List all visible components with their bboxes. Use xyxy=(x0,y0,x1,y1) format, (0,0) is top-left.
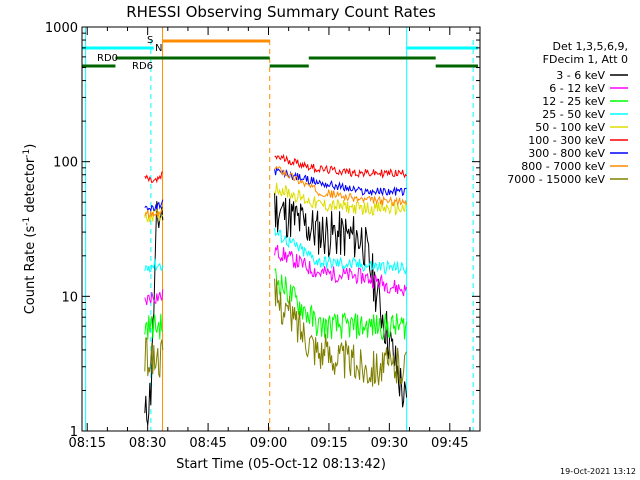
x-tick-label-4: 09:15 xyxy=(310,436,347,451)
flag-label-s: S xyxy=(147,35,153,46)
legend-label-3: 25 - 50 keV xyxy=(542,108,605,121)
series-2-s2-line xyxy=(274,268,408,341)
x-tick-label-2: 08:45 xyxy=(189,436,226,451)
series-6-s1-line xyxy=(144,199,164,213)
series-8-s1-line xyxy=(144,337,164,378)
footer-date: 19-Oct-2021 13:12 xyxy=(560,467,636,476)
legend-header-line2: FDecim 1, Att 0 xyxy=(543,53,628,66)
chart-title: RHESSI Observing Summary Count Rates xyxy=(126,3,436,21)
axes-layer xyxy=(81,26,481,432)
series-5-s2-line xyxy=(274,153,408,179)
legend-label-8: 7000 - 15000 keV xyxy=(507,173,605,186)
y-tick-label-3: 1000 xyxy=(45,21,78,36)
plot-layer: SN RD0 RD6 xyxy=(82,27,478,431)
series-6-s2-line xyxy=(274,167,407,197)
x-tick-label-3: 09:00 xyxy=(250,436,287,451)
y-tick-label-1: 10 xyxy=(61,290,78,305)
x-axis-label: Start Time (05-Oct-12 08:13:42) xyxy=(176,457,386,472)
legend-label-5: 100 - 300 keV xyxy=(528,134,605,147)
series-4-s2-line xyxy=(274,182,408,216)
legend-label-6: 300 - 800 keV xyxy=(528,147,605,160)
series-0-s2-line xyxy=(274,193,408,408)
x-tick-label-5: 09:30 xyxy=(371,436,408,451)
legend-label-2: 12 - 25 keV xyxy=(542,95,605,108)
x-tick-label-0: 08:15 xyxy=(69,436,106,451)
series-3-s1-line xyxy=(144,258,164,273)
series-7-s1-line xyxy=(144,208,164,219)
flag-label-n: N xyxy=(155,43,162,54)
plot-frame xyxy=(81,26,481,432)
series-3-s2-line xyxy=(274,228,408,276)
series-7-s2-line xyxy=(274,165,408,207)
series-2-s1-line xyxy=(144,313,164,340)
series-1-s1-line xyxy=(144,289,164,306)
x-tick-label-1: 08:30 xyxy=(129,436,166,451)
legend-label-0: 3 - 6 keV xyxy=(556,69,605,82)
series-8-s2-line xyxy=(274,278,408,387)
legend: Det 1,3,5,6,9, FDecim 1, Att 0 3 - 6 keV… xyxy=(507,40,628,186)
y-tick-label-2: 100 xyxy=(53,156,78,171)
flag-label-rd6: RD6 xyxy=(132,61,153,72)
y-axis-label: Count Rate (s-1 detector-1) xyxy=(22,144,38,315)
x-tick-label-6: 09:45 xyxy=(431,436,468,451)
flag-label-rd0: RD0 xyxy=(97,53,118,64)
y-tick-label-0: 1 xyxy=(70,425,78,440)
legend-header-line1: Det 1,3,5,6,9, xyxy=(552,40,628,53)
series-5-s1-line xyxy=(144,171,163,184)
series-0-s1-line xyxy=(144,201,164,425)
legend-label-1: 6 - 12 keV xyxy=(549,82,605,95)
legend-label-7: 800 - 7000 keV xyxy=(521,160,605,173)
tick-layer: 08:15 08:30 08:45 09:00 09:15 09:30 09:45 1 10 10… xyxy=(45,21,480,451)
series-1-s2-line xyxy=(274,244,408,297)
legend-label-4: 50 - 100 keV xyxy=(535,121,605,134)
